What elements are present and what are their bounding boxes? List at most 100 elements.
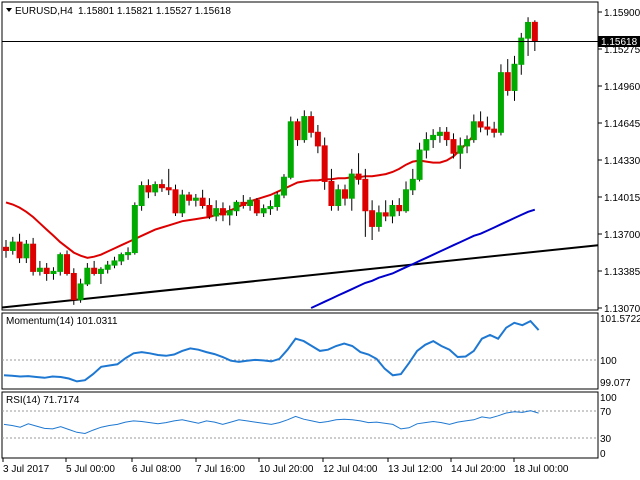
candle-body <box>321 145 328 182</box>
candle <box>125 247 132 260</box>
candle-body <box>199 197 206 206</box>
candle-body <box>443 131 450 141</box>
time-axis-label: 13 Jul 12:00 <box>388 464 443 475</box>
candle <box>342 184 348 206</box>
candle <box>213 200 220 222</box>
candle <box>97 267 104 284</box>
candle-body <box>9 241 16 251</box>
candle <box>355 153 362 185</box>
candle <box>335 184 342 211</box>
candle <box>233 200 240 216</box>
candle-body <box>416 149 423 180</box>
candle-body <box>23 243 30 259</box>
candle-body <box>267 206 274 210</box>
candle-body <box>91 267 98 274</box>
candle <box>267 200 274 215</box>
candle <box>470 114 477 143</box>
candle-body <box>30 243 37 272</box>
momentum-line <box>3 319 540 383</box>
candle-body <box>287 121 294 178</box>
candle <box>301 110 308 143</box>
candle <box>43 263 50 281</box>
candle-body <box>16 241 23 259</box>
candle <box>206 198 213 220</box>
candle-body <box>50 270 57 274</box>
candle <box>145 179 152 199</box>
candle-body <box>118 254 125 262</box>
candle-body <box>477 121 484 128</box>
candle <box>57 252 64 276</box>
candle-body <box>355 173 362 180</box>
candle-body <box>308 116 315 133</box>
momentum-panel-frame <box>1 312 599 390</box>
time-axis-label: 12 Jul 04:00 <box>323 464 378 475</box>
candle-body <box>43 267 50 274</box>
candle-body <box>206 204 213 217</box>
symbol-info: EURUSD,H4 <box>15 6 73 17</box>
time-axis-label: 3 Jul 2017 <box>3 464 50 475</box>
candle-body <box>518 37 525 65</box>
candle-body <box>301 116 308 141</box>
candle <box>525 17 532 56</box>
price-panel-frame <box>1 1 599 311</box>
candle-body <box>97 268 104 274</box>
time-axis: 3 Jul 2017 5 Jul 00:00 6 Jul 08:00 7 Jul 16… <box>2 458 569 475</box>
candle-body <box>172 189 179 214</box>
candle <box>416 142 423 182</box>
price-axis-label: 1.13385 <box>604 267 640 278</box>
trendline[interactable] <box>1 244 599 309</box>
candle-body <box>464 139 471 147</box>
candle-body <box>328 180 335 206</box>
candle <box>308 111 315 138</box>
candle-body <box>213 208 220 217</box>
price-panel[interactable]: 1.15900 1.15275 1.14960 1.14645 1.14330 1.140… <box>1 1 640 315</box>
rsi-level-70: 70 <box>600 407 612 418</box>
price-axis-label: 1.15275 <box>604 45 640 56</box>
candle <box>104 260 111 274</box>
candle-body <box>484 126 491 130</box>
candle-body <box>497 72 504 133</box>
rsi-level-30: 30 <box>600 434 612 445</box>
candle-body <box>450 139 457 154</box>
candle-body <box>240 201 247 206</box>
candle-body <box>403 189 410 212</box>
candle-body <box>138 185 145 206</box>
candle <box>152 181 159 197</box>
candle-body <box>247 199 254 206</box>
candlesticks <box>3 17 538 305</box>
rsi-panel[interactable]: RSI(14) 71.7174 100 70 30 0 <box>1 391 617 460</box>
candle <box>274 191 281 211</box>
candle-body <box>396 204 403 212</box>
candle <box>504 59 511 96</box>
candle <box>362 168 369 237</box>
candle <box>396 198 403 216</box>
candle-body <box>314 131 321 147</box>
candle <box>179 189 186 218</box>
collapse-triangle-icon[interactable] <box>6 8 12 12</box>
candle-body <box>342 189 348 199</box>
candle <box>240 195 247 209</box>
moving-average-slow <box>310 208 536 309</box>
momentum-panel[interactable]: Momentum(14) 101.0311 101.5722 100 99.07… <box>1 312 640 390</box>
candle-body <box>253 199 260 214</box>
momentum-level-high: 101.5722 <box>600 314 640 325</box>
candle-body <box>389 204 396 217</box>
candle-body <box>219 208 226 216</box>
time-axis-label: 7 Jul 16:00 <box>196 464 245 475</box>
candle-body <box>192 197 199 201</box>
time-axis-label: 18 Jul 00:00 <box>514 464 569 475</box>
candle <box>477 111 484 133</box>
ohlc-values: 1.15801 1.15821 1.15527 1.15618 <box>78 6 231 17</box>
candle <box>375 205 382 232</box>
candle <box>226 205 233 226</box>
candle <box>36 260 43 276</box>
momentum-level-low: 99.077 <box>600 378 631 389</box>
candle-body <box>57 254 64 272</box>
candle-body <box>369 210 376 227</box>
price-axis-label: 1.15900 <box>604 8 640 19</box>
price-axis-label: 1.14645 <box>604 119 640 130</box>
candle-body <box>457 145 464 154</box>
candle-body <box>274 194 281 208</box>
candle-body <box>165 187 172 191</box>
